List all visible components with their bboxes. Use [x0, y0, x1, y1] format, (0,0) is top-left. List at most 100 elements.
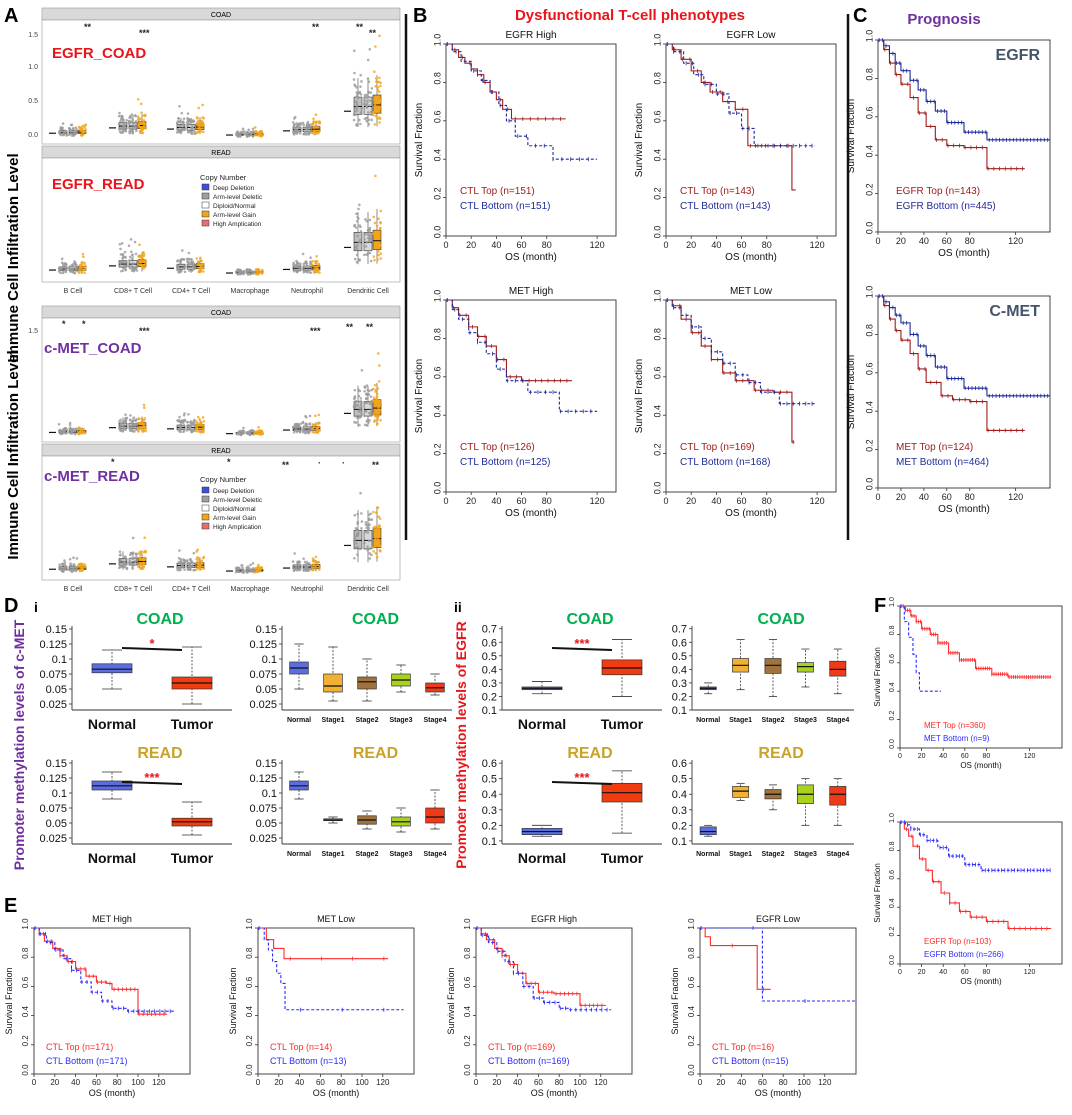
legend-swatch: [201, 219, 210, 227]
x-tick-label: 80: [762, 240, 772, 250]
data-point: [185, 429, 189, 432]
data-point: [133, 114, 137, 117]
data-point: [117, 127, 121, 131]
category-label: Stage3: [794, 851, 817, 858]
data-point: [355, 248, 359, 251]
x-tick-label: 60: [758, 1078, 767, 1087]
data-point: [130, 426, 134, 429]
y-tick-label: 0.0: [432, 226, 442, 239]
panel-b: B Dysfunctional T-cell phenotypes EGFR H…: [413, 5, 837, 519]
data-point: [251, 429, 254, 433]
facet-strip-label: COAD: [211, 310, 231, 317]
category-label: Stage1: [322, 717, 345, 724]
data-point: [359, 400, 363, 403]
data-point: [377, 526, 381, 530]
data-point: [379, 419, 382, 422]
data-point: [61, 569, 64, 573]
data-point: [363, 414, 366, 418]
data-point: [296, 261, 300, 265]
y-tick-label: 0.4: [864, 401, 874, 414]
data-point: [256, 268, 259, 271]
data-point: [294, 263, 298, 267]
data-point: [309, 260, 312, 264]
data-point: [242, 426, 245, 430]
data-point: [377, 90, 381, 94]
plot-title: COAD: [566, 611, 613, 628]
data-point: [144, 549, 147, 553]
y-tick-label: 0.025: [249, 833, 277, 845]
data-point: [360, 411, 363, 415]
data-point: [183, 265, 187, 268]
data-point: [363, 95, 367, 99]
data-point: [179, 558, 182, 561]
y-axis-label-i: Promoter methylation levels of c-MET: [11, 619, 27, 870]
data-point: [245, 269, 248, 272]
data-point: [363, 423, 367, 427]
data-point: [201, 416, 205, 419]
data-point: [73, 429, 77, 432]
x-tick-label: 120: [810, 240, 825, 250]
data-point: [59, 432, 62, 436]
facet-gene-label: EGFR_READ: [52, 176, 145, 193]
data-point: [137, 430, 140, 433]
data-point: [358, 238, 362, 241]
x-tick-label: 60: [961, 969, 969, 976]
data-point: [307, 133, 311, 136]
data-point: [355, 219, 359, 223]
y-tick-label: 1.5: [28, 32, 38, 39]
data-point: [311, 122, 315, 126]
data-point: [69, 569, 73, 573]
methylation-boxplot: 0.15 0.125 0.1 0.075 0.05 0.025 Normal Tumor COA…: [39, 611, 232, 732]
data-point: [256, 273, 260, 276]
legend-bottom: CTL Bottom (n=13): [270, 1056, 346, 1066]
data-point: [128, 126, 131, 130]
data-point: [142, 114, 146, 117]
y-tick-label: 0.2: [864, 439, 874, 452]
data-point: [308, 127, 311, 130]
data-point: [364, 245, 368, 248]
data-point: [130, 250, 133, 254]
x-tick-label: 0: [663, 240, 668, 250]
y-tick-label: 0.6: [864, 363, 874, 376]
plot-frame: [665, 299, 837, 493]
legend-top: CTL Top (n=126): [460, 442, 535, 453]
legend-label: Arm-level Deletic: [213, 194, 263, 201]
data-point: [68, 427, 72, 430]
legend-label: Deep Deletion: [213, 185, 255, 192]
category-label: Tumor: [171, 716, 214, 732]
data-point: [366, 58, 370, 62]
y-tick-label: 0.2: [482, 820, 497, 832]
x-tick-label: 60: [737, 240, 747, 250]
data-point: [142, 563, 146, 566]
panel-letter-f: F: [874, 595, 886, 617]
data-point: [181, 120, 185, 124]
data-point: [358, 423, 361, 427]
x-tick-label: 80: [542, 240, 552, 250]
y-tick-label: 0.6: [672, 758, 687, 770]
data-point: [369, 395, 373, 398]
data-point: [378, 121, 381, 124]
data-point: [375, 392, 379, 396]
data-point: [366, 229, 370, 232]
data-point: [367, 526, 371, 530]
legend-label: Arm-level Gain: [213, 515, 256, 522]
data-point: [260, 135, 263, 138]
plot-frame: [445, 43, 617, 237]
data-point: [187, 130, 190, 134]
data-point: [356, 553, 359, 556]
legend-swatch: [201, 495, 210, 503]
x-tick-label: 80: [113, 1078, 122, 1087]
copy-number-legend: Copy Number Deep Deletion Arm-level Delet…: [200, 475, 263, 531]
data-point: [366, 100, 369, 104]
data-point: [366, 232, 370, 236]
data-point: [304, 431, 307, 435]
data-point: [363, 386, 367, 389]
x-tick-label: 120: [1024, 969, 1036, 976]
data-point: [58, 563, 61, 566]
data-point: [372, 387, 375, 391]
data-point: [69, 566, 72, 570]
methylation-boxplot: 0.70.6 0.50.4 0.30.2 0.1 Normal Stage1 Stage2 S…: [672, 611, 854, 724]
data-point: [118, 111, 121, 115]
category-label: Tumor: [601, 850, 644, 866]
